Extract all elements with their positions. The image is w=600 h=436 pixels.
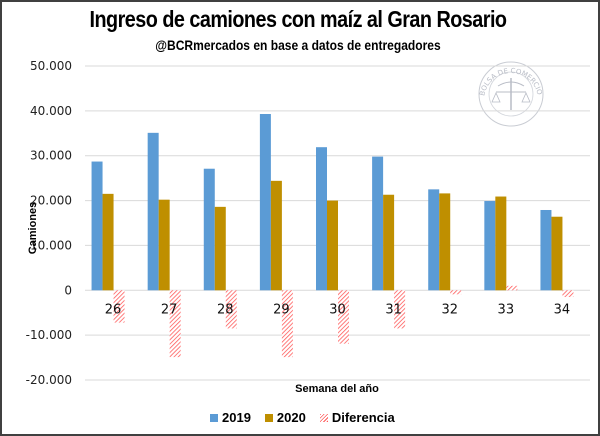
- bar-diferencia: [450, 290, 462, 295]
- bar-2019: [428, 189, 440, 291]
- bar-2019: [372, 156, 384, 291]
- legend-swatch-diferencia: [319, 413, 328, 422]
- bar-diferencia: [225, 290, 237, 329]
- legend-item-2020: 2020: [264, 410, 306, 425]
- chart-subtitle: @BCRmercados en base a datos de entregad…: [155, 37, 441, 53]
- y-tick-label: -10.000: [26, 328, 72, 342]
- x-tick-label: 32: [441, 302, 458, 317]
- bar-diferencia: [338, 290, 349, 344]
- bar-2020: [439, 193, 451, 291]
- x-tick-label: 31: [385, 302, 402, 317]
- bar-2020: [158, 199, 170, 291]
- y-tick-label: 0: [64, 283, 72, 297]
- x-tick-label: 26: [105, 302, 122, 317]
- x-tick-label: 27: [161, 302, 178, 317]
- bar-2019: [484, 201, 496, 291]
- y-tick-label: -20.000: [26, 373, 72, 387]
- x-tick-label: 34: [554, 302, 571, 317]
- bars: [91, 113, 574, 358]
- bar-2020: [327, 200, 338, 291]
- bar-2020: [270, 180, 282, 291]
- y-tick-label: 10.000: [30, 238, 72, 252]
- bar-2020: [551, 216, 563, 291]
- legend-label-2019: 2019: [222, 410, 251, 425]
- legend-label-2020: 2020: [276, 410, 306, 425]
- legend: 2019 2020 Diferencia: [210, 410, 395, 425]
- bar-diferencia: [562, 290, 574, 298]
- bar-2019: [203, 168, 215, 291]
- legend-item-2019: 2019: [210, 410, 251, 425]
- y-tick-label: 50.000: [30, 59, 72, 73]
- bar-2020: [495, 196, 507, 291]
- x-tick-label: 30: [329, 302, 346, 317]
- x-tick-label: 33: [498, 302, 515, 317]
- x-axis-title: Semana del año: [295, 383, 379, 395]
- y-axis: 50.000 40.000 30.000 20.000 10.000 0 -10.000 -2…: [26, 59, 72, 387]
- x-tick-label: 29: [273, 302, 290, 317]
- legend-swatch-2020: [264, 413, 273, 422]
- bar-2020: [214, 206, 226, 291]
- bar-diferencia: [169, 290, 181, 358]
- bar-2019: [147, 132, 159, 291]
- bar-diferencia: [113, 290, 125, 323]
- legend-label-diferencia: Diferencia: [331, 410, 395, 425]
- bar-2019: [91, 161, 103, 291]
- x-axis: 26 27 28 29 30 31 32 33 34: [105, 302, 570, 317]
- bar-2020: [102, 193, 114, 291]
- x-tick-label: 28: [217, 302, 234, 317]
- bar-2019: [316, 147, 327, 291]
- bar-2019: [540, 209, 552, 291]
- bar-diferencia: [281, 290, 293, 358]
- chart-title: Ingreso de camiones con maíz al Gran Ros…: [89, 6, 508, 32]
- legend-swatch-2019: [210, 413, 218, 422]
- y-tick-label: 30.000: [30, 149, 72, 163]
- legend-item-diferencia: Diferencia: [319, 410, 395, 425]
- y-axis-title: Camiones: [27, 202, 39, 255]
- bar-2020: [383, 194, 395, 291]
- bar-diferencia: [506, 285, 518, 291]
- bar-2019: [259, 113, 271, 291]
- bar-diferencia: [394, 290, 406, 329]
- y-tick-label: 40.000: [30, 104, 72, 118]
- y-tick-label: 20.000: [30, 194, 72, 208]
